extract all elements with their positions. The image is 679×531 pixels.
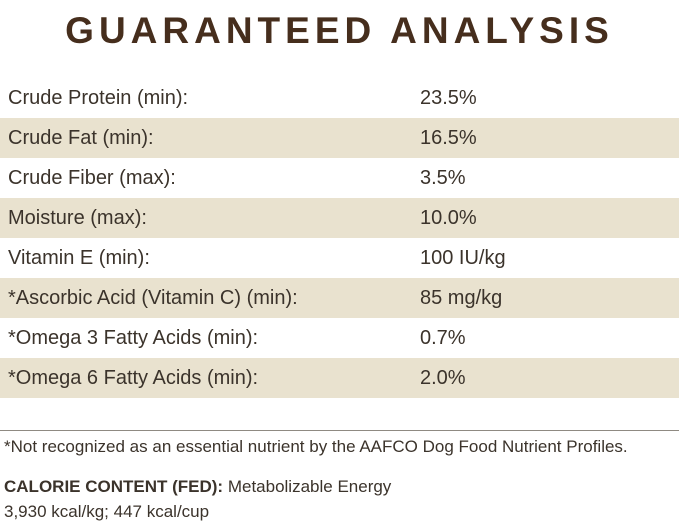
page-title: GUARANTEED ANALYSIS	[65, 10, 614, 51]
footnote: *Not recognized as an essential nutrient…	[4, 437, 628, 456]
divider	[0, 430, 679, 431]
guaranteed-analysis-label: GUARANTEED ANALYSIS Crude Protein (min):…	[0, 6, 679, 531]
nutrient-label: Vitamin E (min):	[8, 246, 150, 269]
calorie-content-heading: CALORIE CONTENT (FED):	[4, 477, 224, 496]
nutrient-label: *Omega 6 Fatty Acids (min):	[8, 366, 259, 389]
nutrient-value: 2.0%	[420, 366, 466, 389]
calorie-content-values: 3,930 kcal/kg; 447 kcal/cup	[4, 501, 210, 521]
nutrient-label: Crude Fiber (max):	[8, 166, 176, 189]
table-row: *Ascorbic Acid (Vitamin C) (min): 85 mg/…	[0, 278, 679, 318]
table-row: Crude Fat (min): 16.5%	[0, 118, 679, 158]
nutrient-value: 23.5%	[420, 86, 477, 109]
calorie-content-description: Metabolizable Energy	[227, 477, 392, 496]
nutrient-value: 3.5%	[420, 166, 466, 189]
nutrient-value: 100 IU/kg	[420, 246, 506, 269]
table-row: *Omega 3 Fatty Acids (min): 0.7%	[0, 318, 679, 358]
nutrient-label: Crude Protein (min):	[8, 86, 189, 109]
table-row: *Omega 6 Fatty Acids (min): 2.0%	[0, 358, 679, 398]
nutrient-value: 85 mg/kg	[420, 286, 503, 309]
nutrient-value: 0.7%	[420, 326, 466, 349]
nutrient-label: Crude Fat (min):	[8, 126, 154, 149]
table-row: Crude Protein (min): 23.5%	[0, 78, 679, 118]
nutrient-label: *Ascorbic Acid (Vitamin C) (min):	[8, 286, 298, 309]
table-row: Crude Fiber (max): 3.5%	[0, 158, 679, 198]
calorie-content: CALORIE CONTENT (FED): Metabolizable Ene…	[4, 475, 679, 524]
table-row: Vitamin E (min): 100 IU/kg	[0, 238, 679, 278]
nutrient-value: 16.5%	[420, 126, 477, 149]
nutrient-label: *Omega 3 Fatty Acids (min):	[8, 326, 259, 349]
nutrient-value: 10.0%	[420, 206, 477, 229]
calorie-content-line1: CALORIE CONTENT (FED): Metabolizable Ene…	[4, 475, 679, 500]
nutrient-label: Moisture (max):	[8, 206, 147, 229]
table-row: Moisture (max): 10.0%	[0, 198, 679, 238]
analysis-table: Crude Protein (min): 23.5% Crude Fat (mi…	[0, 78, 679, 398]
